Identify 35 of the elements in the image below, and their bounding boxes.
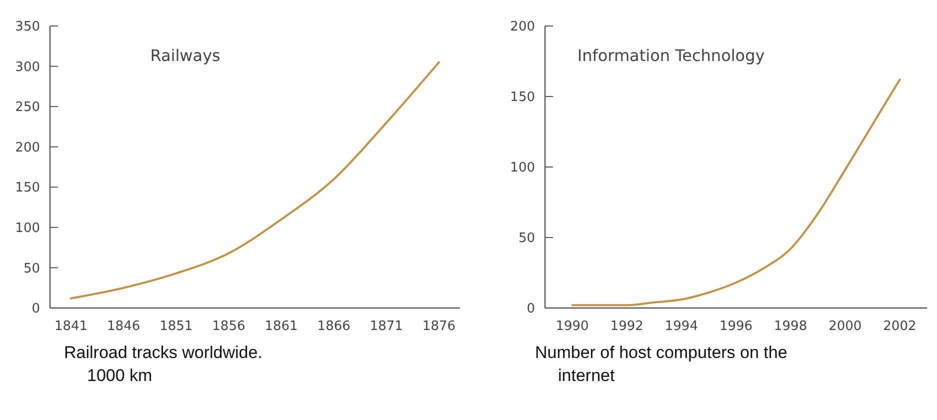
y-tick-label: 100 (510, 160, 535, 176)
y-tick-label: 200 (15, 140, 40, 156)
text: internet (558, 366, 615, 385)
x-tick-label: 1866 (317, 319, 350, 334)
y-tick-label: 250 (15, 100, 40, 116)
text: Number of host computers on the (535, 343, 788, 362)
text: 1000 km (87, 366, 152, 385)
x-tick-label: 1841 (54, 319, 88, 334)
y-tick-label: 150 (510, 90, 535, 106)
y-tick-label: 0 (526, 302, 535, 317)
x-tick-label: 2000 (828, 319, 862, 334)
y-tick-label: 150 (15, 180, 40, 196)
x-tick-label: 1871 (370, 319, 403, 334)
text: Information Technology (577, 46, 765, 65)
x-tick-label: 1851 (160, 319, 193, 334)
text: Railways (150, 46, 220, 65)
text: Railroad tracks worldwide. (64, 343, 262, 362)
y-tick-label: 50 (23, 261, 40, 276)
x-tick-label: 2002 (883, 319, 916, 334)
x-tick-label: 1994 (664, 319, 698, 334)
x-tick-label: 1856 (212, 319, 246, 334)
x-tick-label: 1846 (107, 319, 140, 334)
y-tick-label: 0 (32, 302, 40, 317)
y-tick-label: 100 (15, 220, 40, 236)
y-tick-label: 200 (510, 20, 535, 35)
x-tick-label: 1996 (719, 319, 753, 334)
x-tick-label: 1990 (556, 319, 589, 334)
x-tick-label: 1861 (264, 319, 298, 334)
x-tick-label: 1998 (774, 319, 808, 334)
x-tick-label: 1876 (422, 319, 456, 334)
y-tick-label: 350 (15, 20, 40, 35)
line-series (571, 78, 901, 306)
y-tick-label: 50 (518, 231, 535, 246)
x-tick-label: 1992 (610, 319, 644, 334)
y-tick-label: 300 (15, 60, 40, 75)
